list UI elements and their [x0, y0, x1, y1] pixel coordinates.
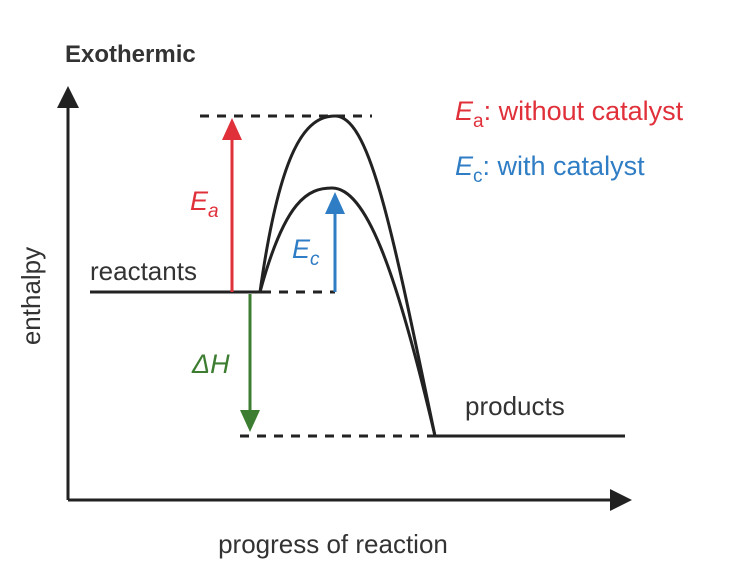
levels [90, 114, 625, 438]
legend-symbol: E [455, 96, 474, 126]
legend-uncatalysed: Ea: without catalyst [455, 96, 684, 132]
title: Exothermic [65, 41, 196, 68]
legend-symbol: E [455, 151, 474, 181]
label-symbol: E [292, 234, 311, 264]
curve-uncatalysed [258, 114, 437, 437]
reactants-label: reactants [90, 256, 197, 286]
label-subscript: a [208, 201, 219, 222]
ea-label: Ea [190, 186, 219, 222]
axes [57, 86, 632, 511]
x-axis-label: progress of reaction [218, 529, 448, 559]
label-symbol: E [190, 186, 209, 216]
dh-label: ΔH [191, 349, 230, 379]
legend-text: : without catalyst [484, 96, 684, 126]
legend-catalysed: Ec: with catalyst [455, 151, 645, 187]
ec-arrowhead [325, 192, 345, 214]
curve-catalysed [258, 186, 437, 437]
ea-arrowhead [222, 118, 242, 140]
x-axis-arrow [610, 489, 632, 511]
legend-text: : with catalyst [483, 151, 646, 181]
y-axis-arrow [57, 86, 79, 108]
ec-label: Ec [292, 234, 320, 270]
legend-subscript: a [473, 111, 484, 132]
label-subscript: c [310, 249, 320, 270]
products-label: products [465, 391, 565, 421]
dh-arrowhead [240, 410, 260, 432]
y-axis-label: enthalpy [16, 247, 46, 345]
legend-subscript: c [473, 166, 483, 187]
